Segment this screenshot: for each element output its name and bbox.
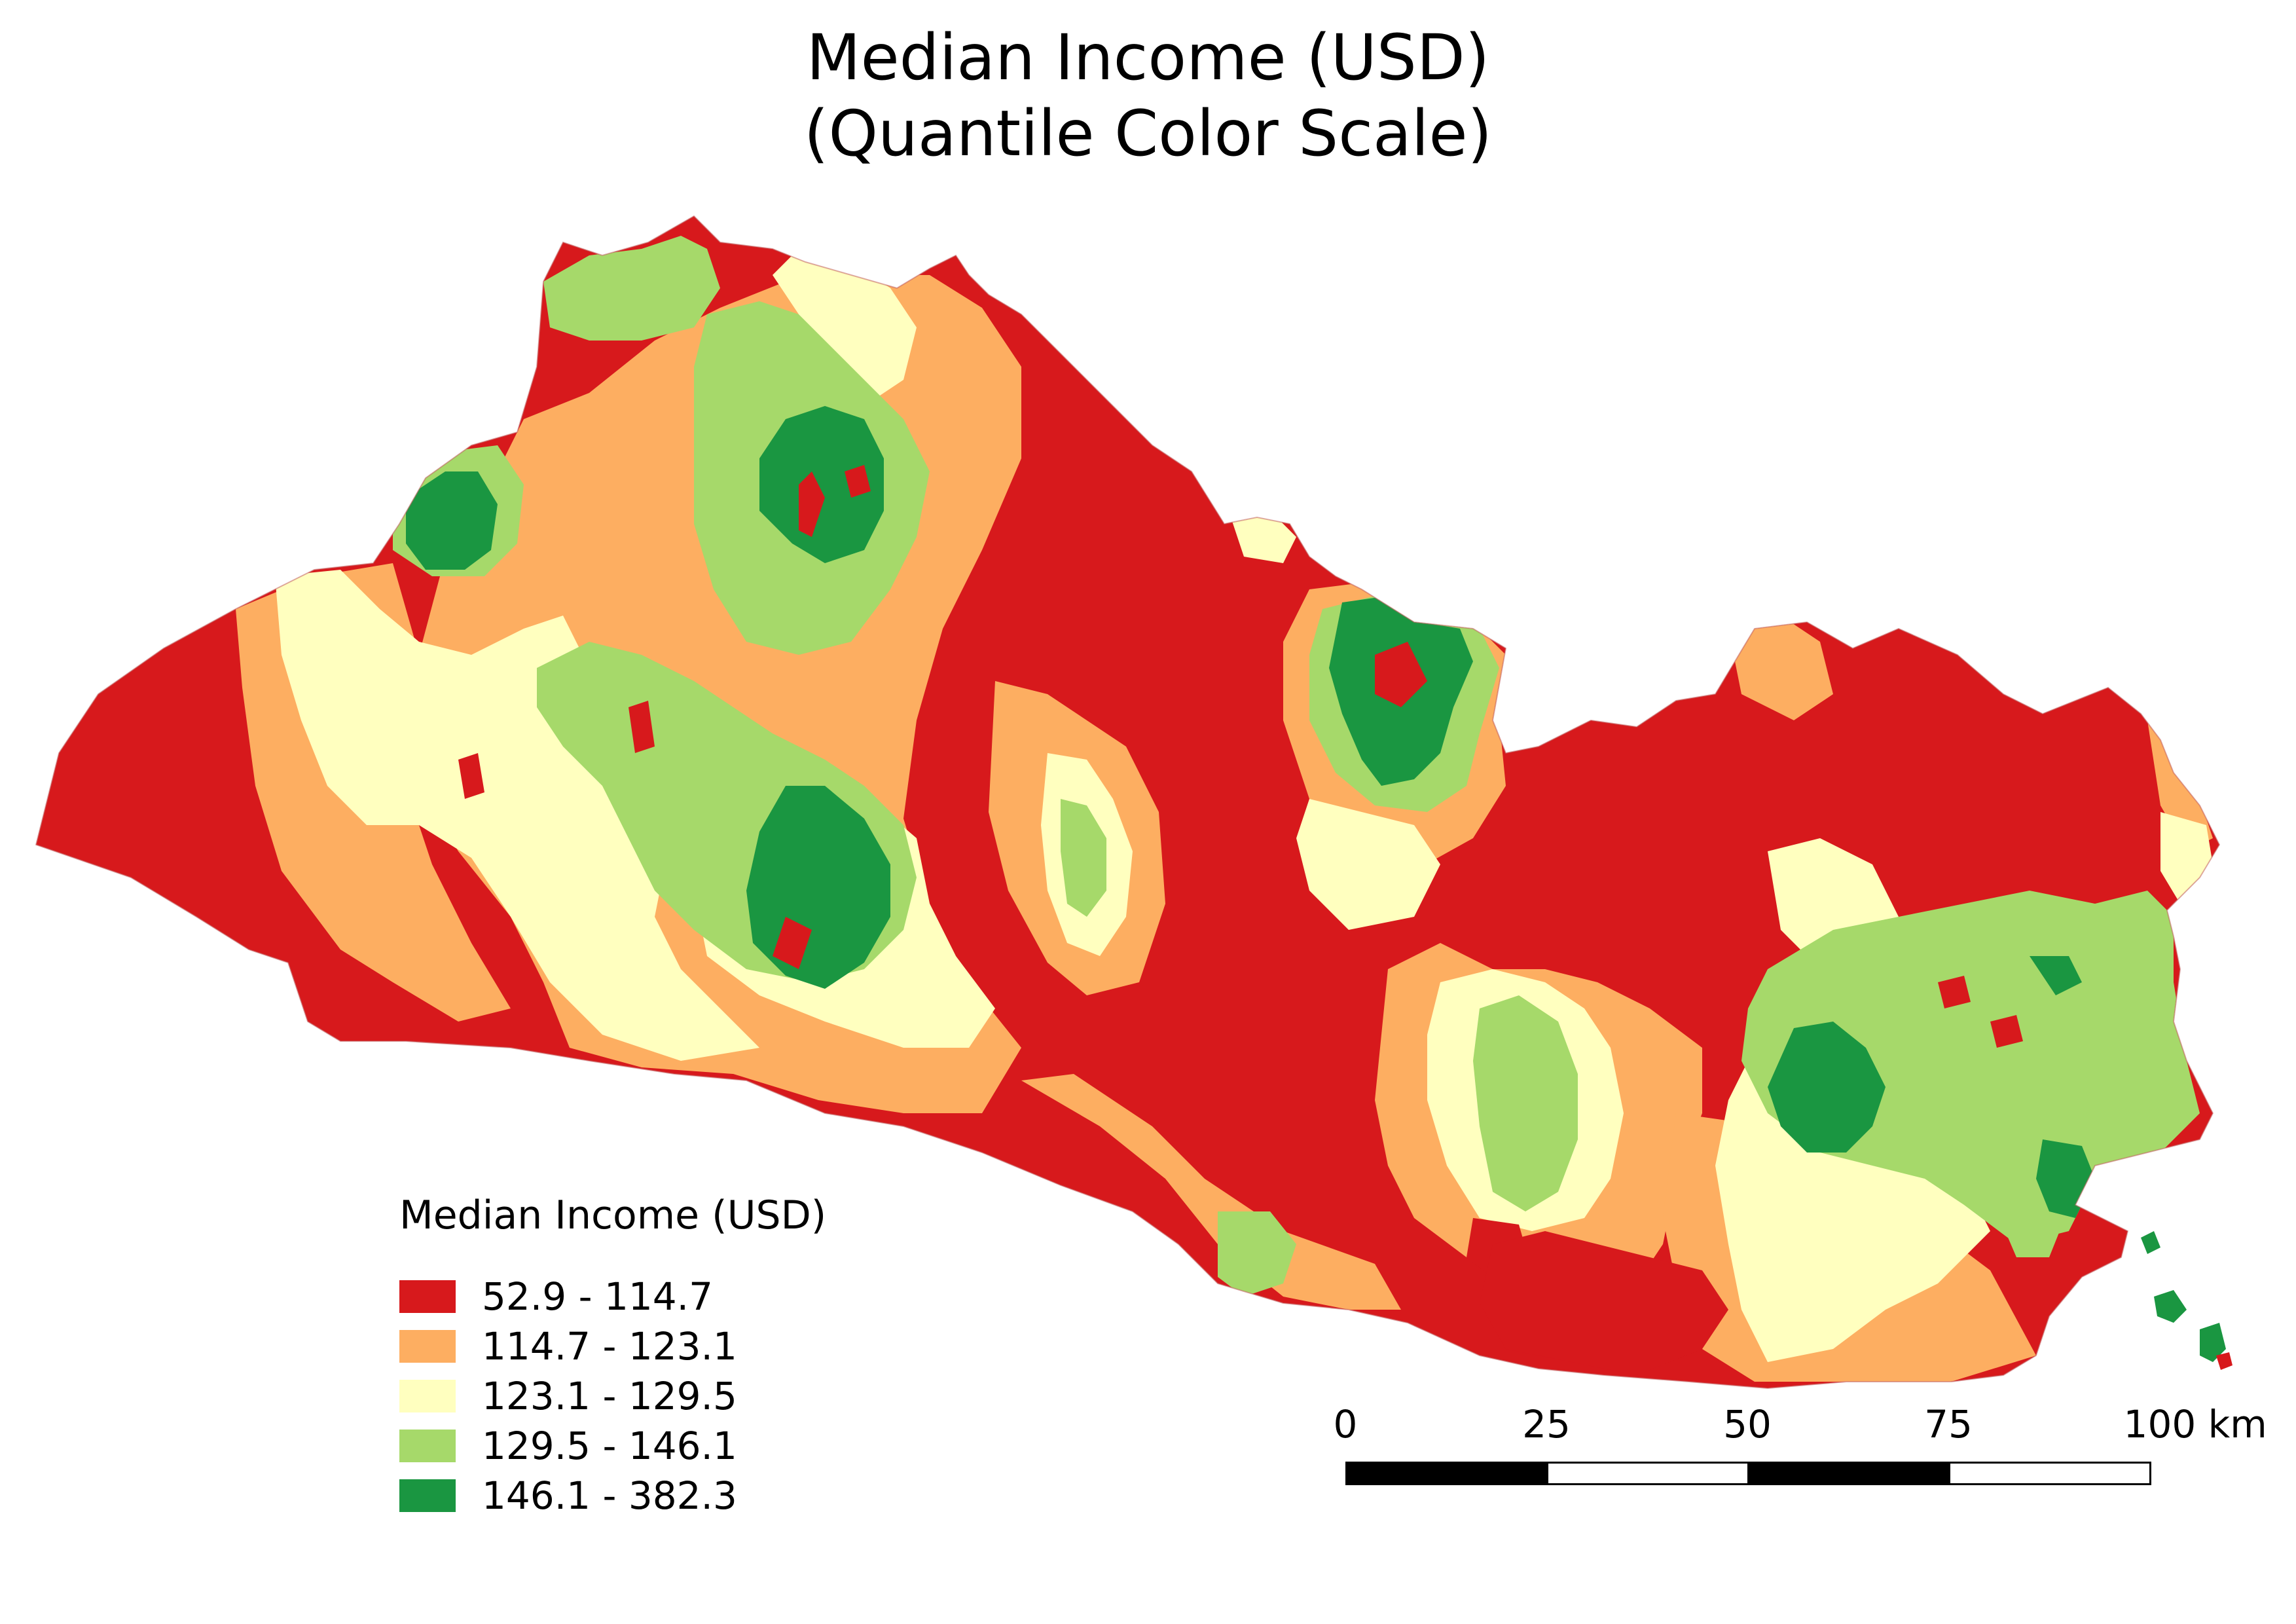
legend-label: 114.7 - 123.1 (482, 1324, 737, 1369)
legend-label: 146.1 - 382.3 (482, 1473, 737, 1518)
legend-item: 146.1 - 382.3 (399, 1471, 826, 1521)
legend-item: 52.9 - 114.7 (399, 1272, 826, 1321)
legend-swatch (399, 1330, 456, 1363)
legend-title: Median Income (USD) (399, 1192, 827, 1238)
island-4 (2141, 1231, 2160, 1254)
island-3 (2216, 1352, 2232, 1370)
title-line-2: (Quantile Color Scale) (804, 97, 1492, 170)
legend-label: 123.1 - 129.5 (482, 1374, 737, 1418)
scale-bar: 0 25 50 75 100 km (1334, 1401, 2267, 1500)
legend-swatch (399, 1280, 456, 1313)
scale-segment-2 (1546, 1462, 1749, 1485)
legend-item: 123.1 - 129.5 (399, 1371, 826, 1421)
legend: Median Income (USD) 52.9 - 114.7 114.7 -… (399, 1192, 826, 1521)
legend-swatch (399, 1430, 456, 1462)
map-title: Median Income (USD) (Quantile Color Scal… (0, 20, 2296, 172)
legend-label: 129.5 - 146.1 (482, 1424, 737, 1468)
scale-segment-3 (1747, 1462, 1950, 1485)
scale-label-75: 75 (1924, 1402, 1973, 1447)
scale-label-50: 50 (1723, 1402, 1772, 1447)
legend-item: 129.5 - 146.1 (399, 1421, 826, 1471)
title-line-1: Median Income (USD) (806, 21, 1490, 94)
island-2 (2200, 1323, 2226, 1362)
scale-label-100: 100 km (2123, 1402, 2267, 1447)
legend-label: 52.9 - 114.7 (482, 1274, 713, 1319)
scale-segment-4 (1948, 1462, 2151, 1485)
legend-swatch (399, 1479, 456, 1512)
scale-label-25: 25 (1522, 1402, 1571, 1447)
scale-label-0: 0 (1333, 1402, 1358, 1447)
scale-segment-1 (1345, 1462, 1548, 1485)
legend-swatch (399, 1380, 456, 1412)
legend-item: 114.7 - 123.1 (399, 1321, 826, 1371)
island-1 (2154, 1290, 2187, 1323)
